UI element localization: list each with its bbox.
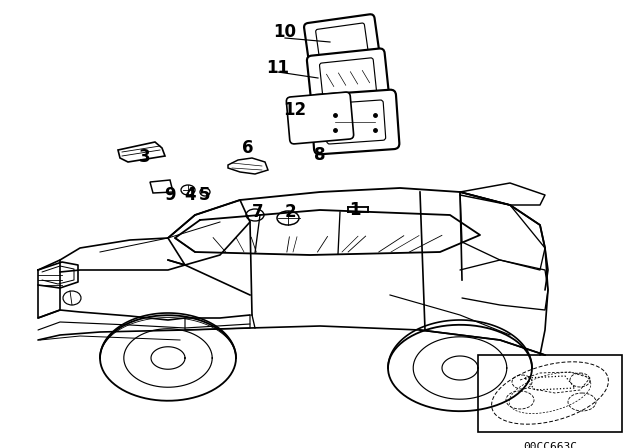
Text: 1: 1 (349, 201, 361, 219)
Polygon shape (228, 158, 268, 174)
Text: 2: 2 (284, 203, 296, 221)
Polygon shape (150, 180, 173, 193)
FancyBboxPatch shape (307, 48, 389, 108)
Polygon shape (118, 142, 165, 162)
Text: 3: 3 (139, 148, 151, 166)
Ellipse shape (277, 211, 299, 225)
Ellipse shape (181, 185, 195, 195)
Text: 6: 6 (243, 139, 253, 157)
Text: 9: 9 (164, 186, 176, 204)
Text: 12: 12 (284, 101, 307, 119)
Text: 10: 10 (273, 23, 296, 41)
FancyBboxPatch shape (286, 92, 354, 144)
FancyBboxPatch shape (310, 90, 399, 154)
Text: 8: 8 (314, 146, 326, 164)
Bar (478, 355, 622, 432)
FancyBboxPatch shape (304, 14, 380, 70)
Ellipse shape (246, 209, 264, 221)
Text: 7: 7 (252, 203, 264, 221)
Ellipse shape (200, 188, 210, 196)
Text: 11: 11 (266, 59, 289, 77)
Text: 5: 5 (199, 186, 211, 204)
Text: 00CC663C: 00CC663C (523, 442, 577, 448)
Text: 4: 4 (184, 186, 196, 204)
